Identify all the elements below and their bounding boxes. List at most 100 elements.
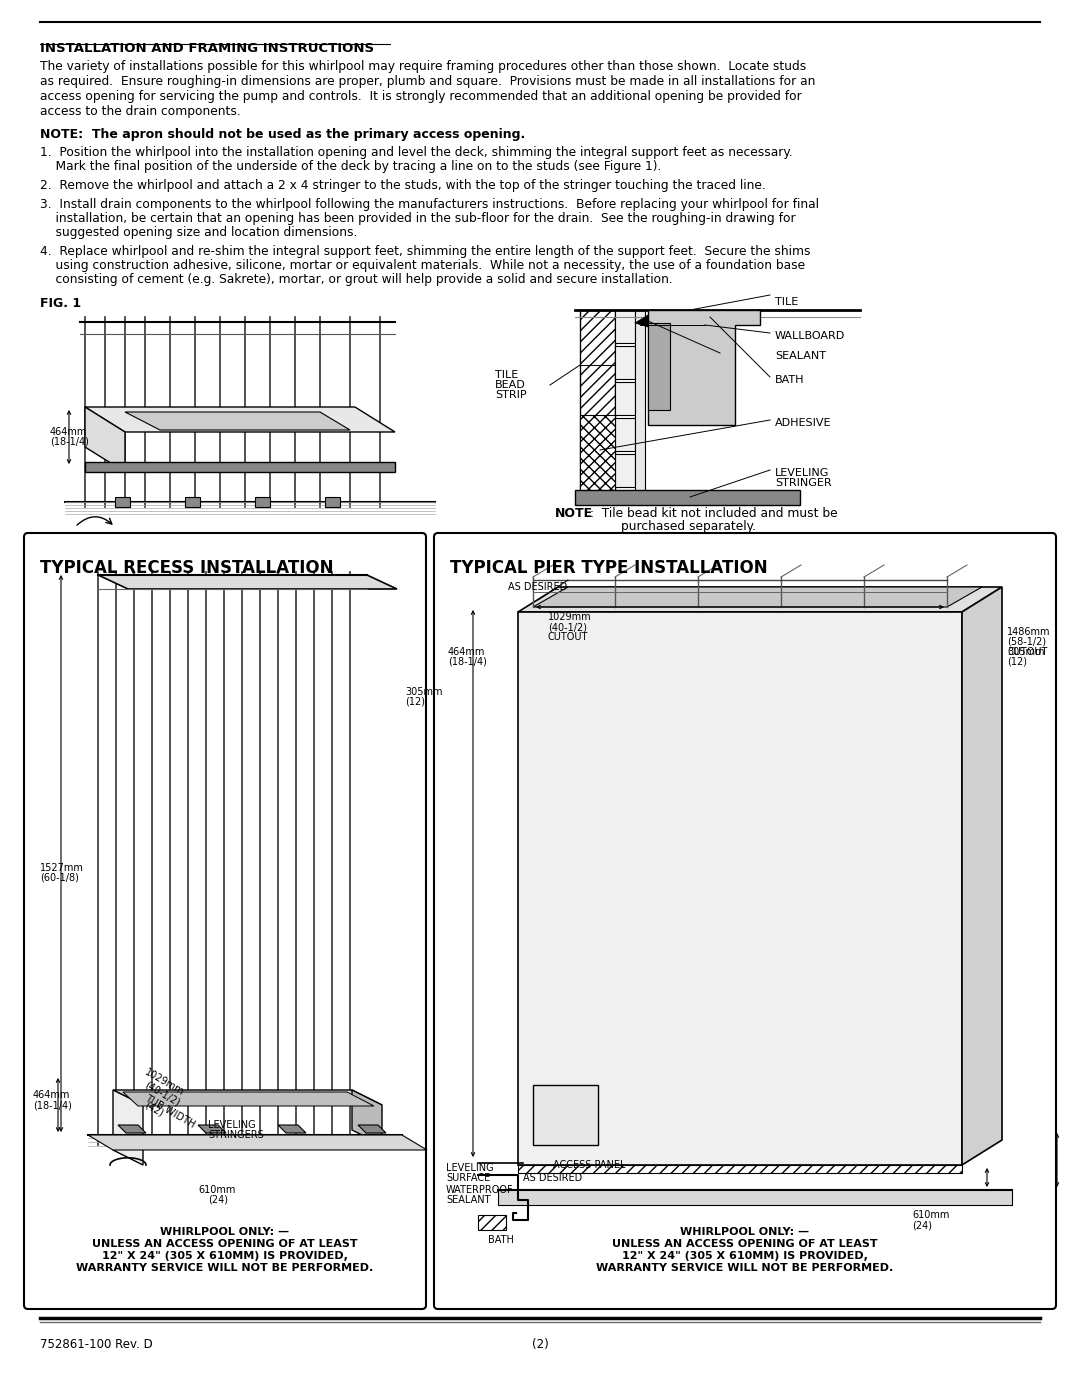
Text: UNLESS AN ACCESS OPENING OF AT LEAST: UNLESS AN ACCESS OPENING OF AT LEAST	[612, 1239, 878, 1249]
Text: purchased separately.: purchased separately.	[590, 520, 756, 534]
Polygon shape	[648, 323, 670, 409]
Polygon shape	[518, 612, 962, 1165]
Text: access to the drain components.: access to the drain components.	[40, 105, 241, 117]
Text: 12" X 24" (305 X 610MM) IS PROVIDED,: 12" X 24" (305 X 610MM) IS PROVIDED,	[622, 1250, 868, 1261]
Text: ADHESIVE: ADHESIVE	[775, 418, 832, 427]
Text: 2.  Remove the whirlpool and attach a 2 x 4 stringer to the studs, with the top : 2. Remove the whirlpool and attach a 2 x…	[40, 179, 766, 191]
Polygon shape	[325, 497, 340, 507]
Polygon shape	[85, 407, 395, 432]
Text: :  Tile bead kit not included and must be: : Tile bead kit not included and must be	[590, 507, 838, 520]
Text: UNLESS AN ACCESS OPENING OF AT LEAST: UNLESS AN ACCESS OPENING OF AT LEAST	[92, 1239, 357, 1249]
Polygon shape	[518, 1165, 962, 1173]
Text: TUB WIDTH: TUB WIDTH	[143, 1094, 197, 1130]
Text: 4.  Replace whirlpool and re-shim the integral support feet, shimming the entire: 4. Replace whirlpool and re-shim the int…	[40, 244, 810, 258]
Text: (42): (42)	[143, 1099, 165, 1118]
Polygon shape	[185, 497, 200, 507]
Polygon shape	[534, 587, 982, 608]
Polygon shape	[635, 314, 648, 327]
Polygon shape	[478, 1215, 507, 1229]
Text: access opening for servicing the pump and controls.  It is strongly recommended : access opening for servicing the pump an…	[40, 89, 801, 103]
Text: NOTE: NOTE	[555, 507, 593, 520]
Polygon shape	[357, 1125, 386, 1133]
Text: CUTOUT: CUTOUT	[548, 631, 589, 643]
Polygon shape	[114, 497, 130, 507]
Text: BATH: BATH	[775, 374, 805, 386]
Polygon shape	[580, 310, 615, 500]
Text: WHIRLPOOL ONLY: —: WHIRLPOOL ONLY: —	[680, 1227, 810, 1236]
Text: LEVELING: LEVELING	[775, 468, 829, 478]
Polygon shape	[615, 310, 635, 344]
Polygon shape	[278, 1125, 306, 1133]
FancyBboxPatch shape	[434, 534, 1056, 1309]
Polygon shape	[518, 587, 1002, 612]
Text: LEVELING: LEVELING	[208, 1120, 256, 1130]
Polygon shape	[98, 576, 397, 590]
Text: TYPICAL PIER TYPE INSTALLATION: TYPICAL PIER TYPE INSTALLATION	[450, 559, 768, 577]
Text: SEALANT: SEALANT	[775, 351, 826, 360]
Text: AS DESIRED: AS DESIRED	[508, 583, 567, 592]
Polygon shape	[198, 1125, 226, 1133]
Text: (40-1/2): (40-1/2)	[143, 1080, 181, 1108]
Polygon shape	[615, 418, 635, 451]
Text: 464mm: 464mm	[448, 647, 485, 657]
Text: BATH: BATH	[488, 1235, 514, 1245]
Text: The variety of installations possible for this whirlpool may require framing pro: The variety of installations possible fo…	[40, 60, 807, 73]
Text: 1029mm: 1029mm	[143, 1067, 186, 1098]
Text: SEALANT: SEALANT	[446, 1194, 490, 1206]
Text: 610mm: 610mm	[912, 1210, 949, 1220]
Text: WARRANTY SERVICE WILL NOT BE PERFORMED.: WARRANTY SERVICE WILL NOT BE PERFORMED.	[596, 1263, 893, 1273]
Text: WATERPROOF: WATERPROOF	[446, 1185, 514, 1194]
Text: INSTALLATION AND FRAMING INSTRUCTIONS: INSTALLATION AND FRAMING INSTRUCTIONS	[40, 42, 374, 54]
Polygon shape	[125, 412, 350, 430]
Text: 1486mm: 1486mm	[1007, 627, 1051, 637]
Text: 1029mm: 1029mm	[548, 612, 592, 622]
Text: STRIP: STRIP	[495, 390, 527, 400]
Text: (24): (24)	[208, 1194, 228, 1206]
Text: LEVELING: LEVELING	[446, 1162, 494, 1173]
Text: 464mm: 464mm	[33, 1090, 70, 1099]
Text: TILE: TILE	[495, 370, 518, 380]
Text: TYPICAL RECESS INSTALLATION: TYPICAL RECESS INSTALLATION	[40, 559, 334, 577]
Text: STRINGERS: STRINGERS	[208, 1130, 264, 1140]
Polygon shape	[635, 310, 645, 500]
Polygon shape	[87, 1134, 427, 1150]
Text: WARRANTY SERVICE WILL NOT BE PERFORMED.: WARRANTY SERVICE WILL NOT BE PERFORMED.	[77, 1263, 374, 1273]
Polygon shape	[113, 1090, 143, 1165]
Text: (12): (12)	[1007, 657, 1027, 666]
Text: CUTOUT: CUTOUT	[1007, 647, 1048, 657]
Text: installation, be certain that an opening has been provided in the sub-floor for : installation, be certain that an opening…	[40, 212, 796, 225]
Text: (12): (12)	[405, 697, 426, 707]
Text: 3.  Install drain components to the whirlpool following the manufacturers instru: 3. Install drain components to the whirl…	[40, 198, 819, 211]
Polygon shape	[615, 346, 635, 379]
Text: (18-1/4): (18-1/4)	[33, 1099, 72, 1111]
Text: using construction adhesive, silicone, mortar or equivalent materials.  While no: using construction adhesive, silicone, m…	[40, 258, 805, 272]
Text: TILE: TILE	[775, 298, 798, 307]
Polygon shape	[534, 1085, 598, 1146]
Polygon shape	[255, 497, 270, 507]
Text: 464mm: 464mm	[50, 427, 87, 437]
Text: 305mm: 305mm	[1007, 647, 1044, 657]
Text: STRINGER: STRINGER	[775, 478, 832, 488]
Text: (2): (2)	[531, 1338, 549, 1351]
Text: WHIRLPOOL ONLY: —: WHIRLPOOL ONLY: —	[161, 1227, 289, 1236]
Text: Mark the final position of the underside of the deck by tracing a line on to the: Mark the final position of the underside…	[40, 161, 661, 173]
Polygon shape	[615, 454, 635, 488]
Text: 305mm: 305mm	[405, 687, 443, 697]
Text: 12" X 24" (305 X 610MM) IS PROVIDED,: 12" X 24" (305 X 610MM) IS PROVIDED,	[103, 1250, 348, 1261]
Text: suggested opening size and location dimensions.: suggested opening size and location dime…	[40, 226, 357, 239]
Text: (18-1/4): (18-1/4)	[50, 436, 89, 446]
Polygon shape	[85, 407, 125, 472]
Polygon shape	[118, 1125, 146, 1133]
Polygon shape	[85, 462, 395, 472]
Polygon shape	[352, 1090, 382, 1146]
FancyBboxPatch shape	[24, 534, 426, 1309]
Text: (18-1/4): (18-1/4)	[448, 657, 487, 666]
Text: (24): (24)	[912, 1220, 932, 1229]
Polygon shape	[498, 1190, 1012, 1206]
Polygon shape	[962, 587, 1002, 1165]
Text: WALLBOARD: WALLBOARD	[775, 331, 846, 341]
Text: FIG. 1: FIG. 1	[40, 298, 81, 310]
Text: (60-1/8): (60-1/8)	[40, 873, 79, 883]
Text: BEAD: BEAD	[495, 380, 526, 390]
Polygon shape	[575, 490, 800, 504]
